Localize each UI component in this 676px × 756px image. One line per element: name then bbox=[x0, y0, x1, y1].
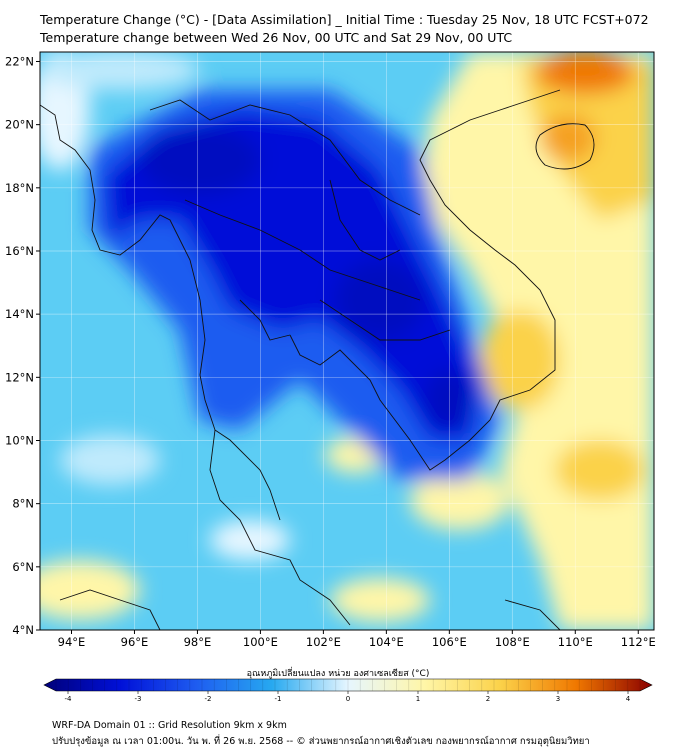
footer-credit: ปรับปรุงข้อมูล ณ เวลา 01:00น. วัน พ. ที่… bbox=[52, 736, 590, 747]
colorbar-tick-label: 4 bbox=[626, 695, 631, 703]
lat-label: 12°N bbox=[5, 370, 34, 384]
coastlines-borders bbox=[40, 89, 595, 630]
lat-label: 16°N bbox=[5, 244, 34, 258]
lat-label: 4°N bbox=[12, 623, 34, 637]
colorbar-tick-label: 0 bbox=[346, 695, 350, 703]
lat-label: 22°N bbox=[5, 54, 34, 68]
lat-label: 6°N bbox=[12, 560, 34, 574]
colorbar-tick-label: -4 bbox=[65, 695, 73, 703]
lon-label: 96°E bbox=[121, 635, 149, 649]
temperature-field bbox=[40, 52, 654, 630]
colorbar: -4 -3 -2 -1 0 1 2 3 4 bbox=[43, 678, 653, 703]
lat-label: 8°N bbox=[12, 497, 34, 511]
lon-label: 104°E bbox=[369, 635, 404, 649]
chart-subtitle: Temperature change between Wed 26 Nov, 0… bbox=[40, 30, 513, 45]
map-axes: 22°N 20°N 18°N 16°N 14°N 12°N 10°N 8°N 6°N 4°N 94°… bbox=[5, 54, 656, 649]
footer-model-info: WRF-DA Domain 01 :: Grid Resolution 9km … bbox=[52, 720, 287, 731]
lon-label: 110°E bbox=[558, 635, 593, 649]
lon-label: 98°E bbox=[184, 635, 212, 649]
colorbar-tick-label: -3 bbox=[135, 695, 142, 703]
colorbar-tick-label: 1 bbox=[416, 695, 420, 703]
lat-label: 14°N bbox=[5, 307, 34, 321]
colorbar-tick-label: 2 bbox=[486, 695, 490, 703]
lon-label: 108°E bbox=[495, 635, 530, 649]
lon-label: 100°E bbox=[243, 635, 278, 649]
lat-label: 20°N bbox=[5, 118, 34, 132]
lon-label: 102°E bbox=[306, 635, 341, 649]
lon-label: 106°E bbox=[432, 635, 467, 649]
colorbar-tick-label: -1 bbox=[275, 695, 282, 703]
colorbar-tick-label: -2 bbox=[205, 695, 212, 703]
colorbar-title: อุณหภูมิเปลี่ยนแปลง หน่วย องศาเซลเซียส (… bbox=[246, 669, 430, 679]
lat-label: 18°N bbox=[5, 181, 34, 195]
lon-label: 94°E bbox=[58, 635, 86, 649]
chart-title: Temperature Change (°C) - [Data Assimila… bbox=[40, 12, 649, 27]
lon-label: 112°E bbox=[621, 635, 656, 649]
lat-label: 10°N bbox=[5, 433, 34, 447]
colorbar-tick-label: 3 bbox=[556, 695, 560, 703]
graticule bbox=[40, 52, 654, 630]
map-frame bbox=[39, 51, 655, 631]
